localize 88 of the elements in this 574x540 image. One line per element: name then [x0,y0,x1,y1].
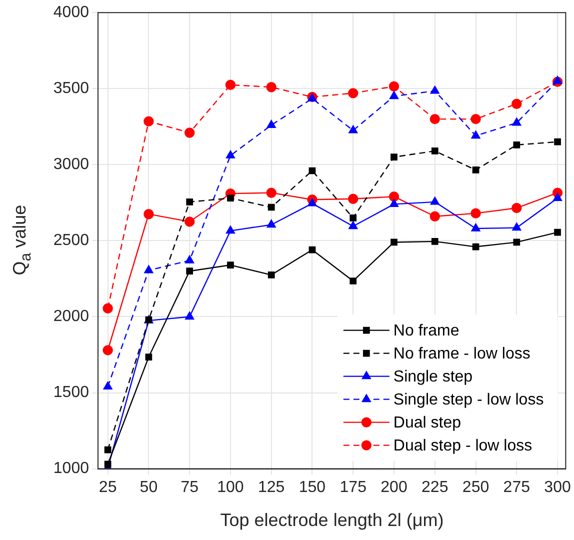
x-tick-label: 275 [503,478,530,496]
legend-label: No frame - low loss [393,346,530,363]
point [308,167,316,174]
point [513,141,520,148]
point [186,268,194,275]
point [226,150,235,158]
legend-label: Single step [393,368,473,386]
y-tick-label: 1500 [53,384,90,402]
point [350,214,357,222]
point [430,114,440,124]
point [308,246,316,254]
legend-label: Dual step - low loss [393,438,532,455]
point [390,199,398,208]
point [471,130,480,139]
point [512,202,522,214]
point [104,446,112,454]
point [513,238,520,246]
x-axis-title: Top electrode length 2l (μm) [219,510,445,531]
point [184,128,195,138]
x-tick-label: 75 [180,478,199,496]
legend-label: No frame [393,322,460,340]
x-tick-label: 225 [422,478,448,496]
point [350,278,357,284]
point [512,98,522,109]
point [470,114,481,124]
x-tick-label: 300 [544,478,571,496]
point [430,196,440,205]
y-tick-label: 1000 [53,460,90,478]
point [266,220,276,228]
point [431,238,438,245]
point [266,120,276,128]
point [266,188,276,198]
point [431,148,438,154]
point [472,166,480,174]
x-tick-label: 150 [298,478,326,496]
point [430,86,440,94]
point [554,138,561,146]
y-tick-label: 3500 [53,80,90,98]
point [388,81,400,92]
point [512,118,522,126]
point [103,382,112,390]
point [553,76,562,84]
y-tick-label: 4000 [53,4,90,22]
point [185,255,194,264]
point [390,238,398,246]
point [388,192,400,202]
point [554,228,561,236]
point [348,88,358,98]
point [348,221,358,230]
x-tick-label: 250 [462,478,490,496]
point [144,265,154,274]
point [390,91,398,100]
x-tick-label: 125 [258,478,285,496]
y-tick-label: 2500 [53,232,90,250]
point [144,116,154,126]
point [227,262,234,268]
legend-label: Single step - low loss [393,392,544,409]
point [512,222,522,231]
point [268,271,275,278]
y-tick-label: 2000 [53,308,90,326]
x-tick-label: 100 [217,478,244,496]
x-tick-label: 175 [340,478,367,496]
point [102,303,113,314]
point [226,226,235,234]
point [348,194,358,204]
point [184,216,195,227]
point [471,223,480,232]
point [186,198,194,206]
x-tick-label: 50 [140,478,158,496]
point [225,80,236,90]
point [227,194,234,202]
legend-label: Dual step [393,414,462,432]
x-tick-label: 200 [380,478,408,496]
point [145,354,152,360]
point [430,211,440,222]
y-tick-label: 3000 [53,156,90,174]
point [102,345,113,356]
point [266,82,276,92]
x-tick-label: 25 [98,478,117,496]
point [308,198,317,206]
point [348,125,358,134]
point [268,204,275,211]
point [144,208,154,220]
point [553,193,562,201]
point [185,312,194,320]
point [470,208,481,218]
point [472,243,480,250]
point [390,154,398,160]
